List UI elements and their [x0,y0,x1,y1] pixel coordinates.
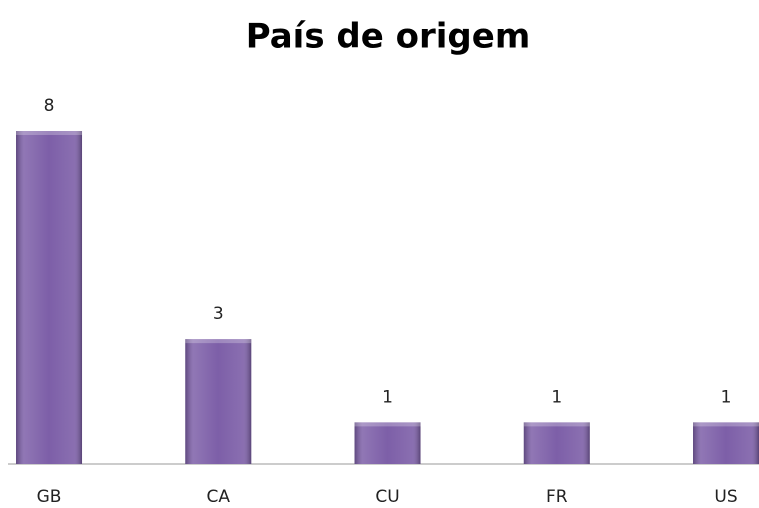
bar-bevel [16,131,83,135]
bar-bevel [693,422,759,427]
x-tick-label: FR [546,487,568,507]
bar-shade [354,422,421,464]
data-label: 1 [551,387,562,407]
data-label: 3 [213,304,224,324]
bar-bevel [523,422,590,427]
bar-shade [185,339,252,464]
x-tick-label: CA [207,487,231,507]
x-tick-label: US [714,487,737,507]
bar-bevel [354,422,421,427]
bar-shade [693,422,759,464]
chart-title: País de origem [246,17,531,57]
bar-bevel [185,339,252,344]
x-tick-label: GB [37,487,62,507]
data-label: 8 [44,96,55,116]
bar-shade [16,131,83,464]
x-tick-label: CU [375,487,399,507]
data-label: 1 [721,387,732,407]
data-label: 1 [382,387,393,407]
bar-shade [523,422,590,464]
